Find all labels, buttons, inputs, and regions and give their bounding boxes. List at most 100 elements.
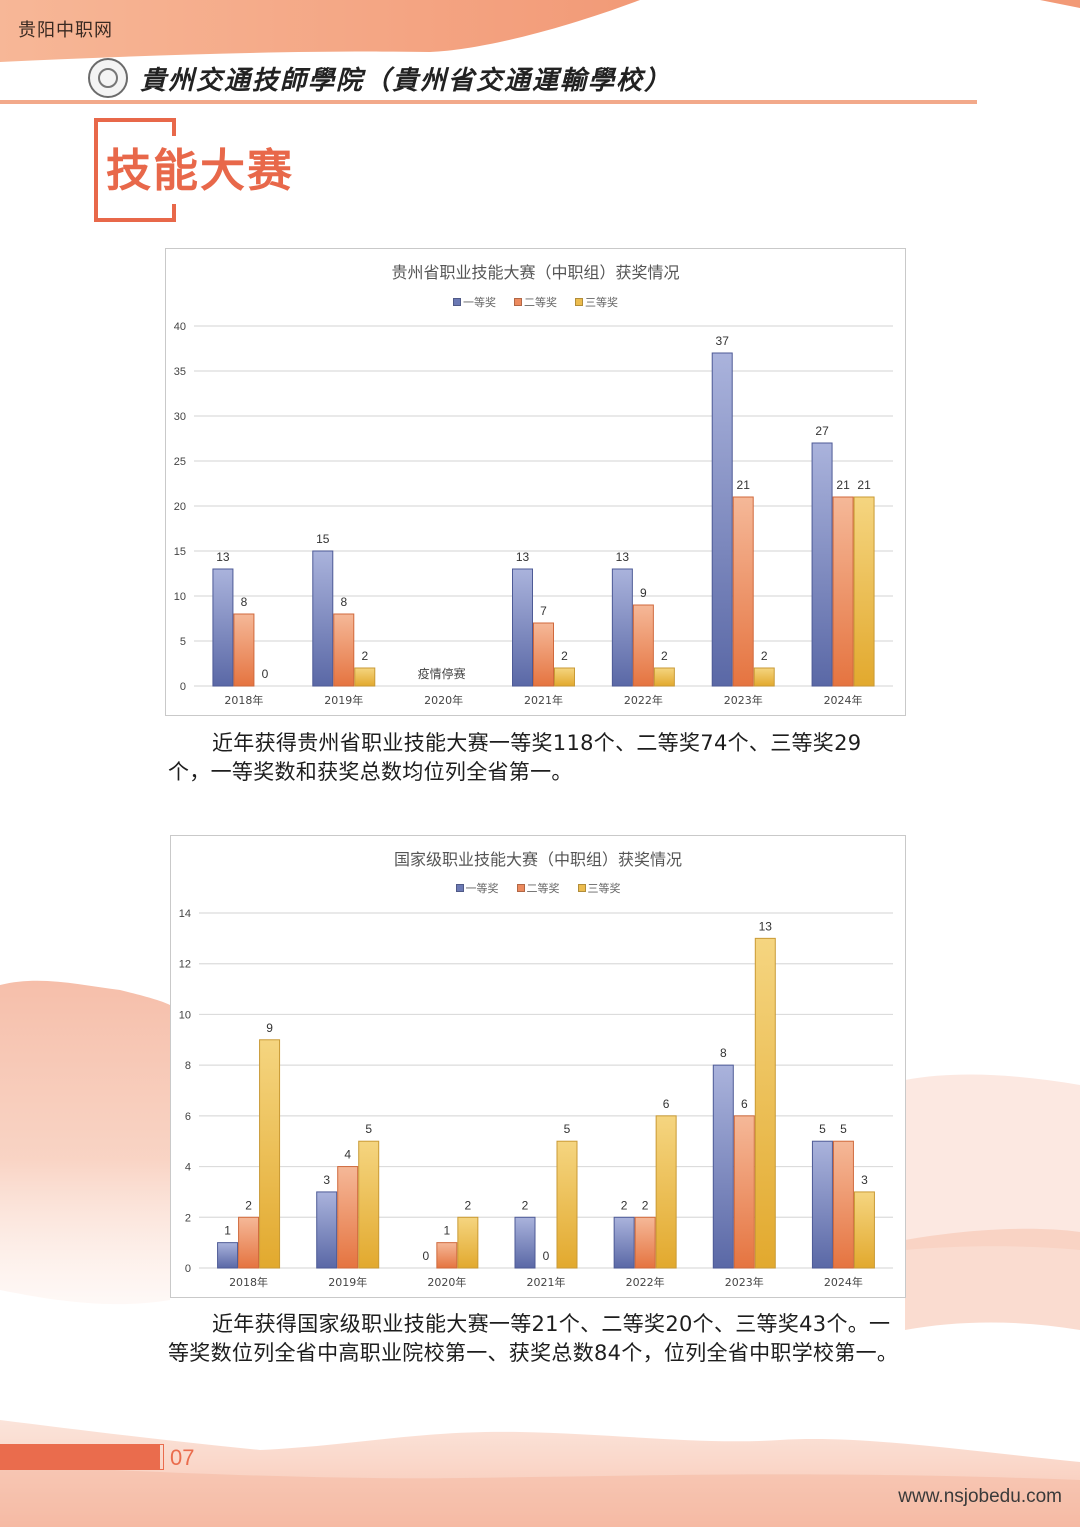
y-tick-label: 4 bbox=[185, 1162, 191, 1174]
bar-value-label: 2 bbox=[642, 1198, 649, 1212]
bar bbox=[514, 1216, 536, 1269]
x-tick-label: 2024年 bbox=[824, 1275, 863, 1289]
chart-plot-area: 024681012142018年1292019年3452020年0122021年… bbox=[179, 908, 893, 1289]
legend-item-third-prize: 三等奖 bbox=[575, 294, 618, 310]
provincial-summary-paragraph: 近年获得贵州省职业技能大赛一等奖118个、二等奖74个、三等奖29个，一等奖数和… bbox=[168, 729, 903, 787]
section-title: 技能大赛 bbox=[106, 144, 295, 197]
legend-label: 二等奖 bbox=[524, 296, 557, 309]
page-number-bar-edge bbox=[160, 1444, 164, 1470]
school-emblem-icon bbox=[88, 58, 128, 98]
third-prize-swatch-icon bbox=[575, 298, 583, 306]
x-tick-label: 2021年 bbox=[527, 1275, 566, 1289]
legend-item-third-prize: 三等奖 bbox=[577, 880, 621, 896]
school-header: 貴州交通技師學院（貴州省交通運輸學校） bbox=[88, 58, 672, 98]
bar bbox=[337, 1166, 359, 1269]
bar-value-label: 2 bbox=[661, 649, 668, 663]
bar bbox=[733, 1115, 755, 1269]
page-number-bar bbox=[0, 1444, 160, 1470]
y-tick-label: 40 bbox=[174, 321, 186, 333]
y-tick-label: 15 bbox=[174, 546, 186, 558]
bar-value-label: 8 bbox=[241, 595, 248, 609]
bar-value-label: 13 bbox=[616, 550, 630, 564]
y-tick-label: 25 bbox=[174, 456, 186, 468]
national-awards-chart: 国家级职业技能大赛（中职组）获奖情况 一等奖 二等奖 三等奖 0 2 4 6 8 10 12… bbox=[170, 835, 906, 1298]
bar-value-label: 21 bbox=[836, 478, 850, 492]
y-tick-label: 2 bbox=[185, 1212, 191, 1224]
bar-value-label: 3 bbox=[861, 1173, 868, 1187]
section-title-frame-corner bbox=[172, 118, 176, 136]
paragraph-text: 近年获得国家级职业技能大赛一等21个、二等奖20个、三等奖43个。一等奖数位列全… bbox=[168, 1312, 899, 1365]
x-tick-label: 2024年 bbox=[824, 693, 863, 707]
bar bbox=[754, 937, 776, 1269]
legend-item-first-prize: 一等奖 bbox=[453, 294, 496, 310]
header-divider bbox=[0, 100, 977, 104]
bar-value-label: 5 bbox=[819, 1122, 826, 1136]
bar bbox=[634, 1216, 656, 1269]
x-tick-label: 2022年 bbox=[626, 1275, 665, 1289]
y-tick-label: 8 bbox=[185, 1060, 191, 1072]
bar bbox=[832, 496, 854, 687]
first-prize-swatch-icon bbox=[453, 298, 461, 306]
chart-legend: 一等奖 二等奖 三等奖 bbox=[166, 294, 905, 310]
x-tick-label: 2021年 bbox=[524, 693, 563, 707]
bar-value-label: 13 bbox=[759, 919, 773, 933]
bar-value-label: 13 bbox=[216, 550, 230, 564]
y-tick-label: 5 bbox=[180, 636, 186, 648]
bar-value-label: 2 bbox=[522, 1198, 529, 1212]
chart-annotation: 疫情停赛 bbox=[418, 666, 466, 681]
bar-value-label: 1 bbox=[224, 1224, 231, 1238]
bar bbox=[853, 1191, 875, 1269]
bar-value-label: 4 bbox=[344, 1148, 351, 1162]
y-tick-label: 35 bbox=[174, 366, 186, 378]
x-tick-label: 2018年 bbox=[229, 1275, 268, 1289]
bar bbox=[316, 1191, 338, 1269]
bar bbox=[832, 1140, 854, 1269]
x-tick-label: 2023年 bbox=[724, 693, 763, 707]
bar bbox=[212, 568, 234, 687]
bar-value-label: 37 bbox=[716, 334, 730, 348]
section-title-frame bbox=[94, 118, 176, 222]
y-tick-label: 30 bbox=[174, 411, 186, 423]
bar bbox=[632, 604, 654, 687]
bar-value-label: 2 bbox=[245, 1198, 252, 1212]
y-tick-label: 0 bbox=[185, 1263, 191, 1275]
section-title-frame-corner bbox=[172, 204, 176, 222]
bar-value-label: 5 bbox=[840, 1122, 847, 1136]
national-summary-paragraph: 近年获得国家级职业技能大赛一等21个、二等奖20个、三等奖43个。一等奖数位列全… bbox=[168, 1310, 908, 1368]
bar bbox=[436, 1242, 458, 1269]
y-tick-label: 10 bbox=[179, 1009, 191, 1021]
first-prize-swatch-icon bbox=[455, 884, 464, 892]
provincial-awards-chart: 贵州省职业技能大赛（中职组）获奖情况 一等奖 二等奖 三等奖 0 5 10 15 20 2… bbox=[165, 248, 906, 716]
bar bbox=[811, 442, 833, 687]
bar-value-label: 6 bbox=[663, 1097, 670, 1111]
bar bbox=[512, 568, 533, 687]
bar bbox=[312, 550, 334, 687]
legend-item-second-prize: 二等奖 bbox=[516, 880, 560, 896]
bar-value-label: 21 bbox=[857, 478, 871, 492]
y-tick-label: 6 bbox=[185, 1111, 191, 1123]
legend-label: 一等奖 bbox=[465, 882, 499, 895]
x-tick-label: 2019年 bbox=[324, 693, 363, 707]
site-url: www.nsjobedu.com bbox=[898, 1486, 1062, 1507]
bar bbox=[711, 352, 733, 687]
bar-value-label: 21 bbox=[737, 478, 751, 492]
y-tick-label: 12 bbox=[179, 959, 191, 971]
bar bbox=[653, 667, 675, 687]
bar bbox=[217, 1242, 239, 1269]
bar-value-label: 9 bbox=[266, 1021, 273, 1035]
chart-plot-area: 0 5 10 15 20 25 30 35 40 2018年 13 8 0 2019年 15 8 2 2020年 2… bbox=[174, 321, 893, 707]
bar-value-label: 1 bbox=[444, 1224, 451, 1238]
bar bbox=[233, 613, 255, 687]
bar bbox=[358, 1140, 380, 1269]
bar-value-label: 7 bbox=[540, 604, 547, 618]
bar bbox=[732, 496, 754, 687]
second-prize-swatch-icon bbox=[514, 298, 522, 306]
school-name: 貴州交通技師學院（貴州省交通運輸學校） bbox=[140, 65, 673, 96]
x-tick-label: 2022年 bbox=[624, 693, 663, 707]
legend-item-second-prize: 二等奖 bbox=[514, 294, 557, 310]
bar bbox=[554, 667, 575, 687]
top-banner: 贵阳中职网 貴州交通技師學院（貴州省交通運輸學校） bbox=[0, 0, 1080, 110]
bar-value-label: 5 bbox=[564, 1122, 571, 1136]
bar bbox=[712, 1064, 734, 1269]
bar-value-label: 13 bbox=[516, 550, 530, 564]
